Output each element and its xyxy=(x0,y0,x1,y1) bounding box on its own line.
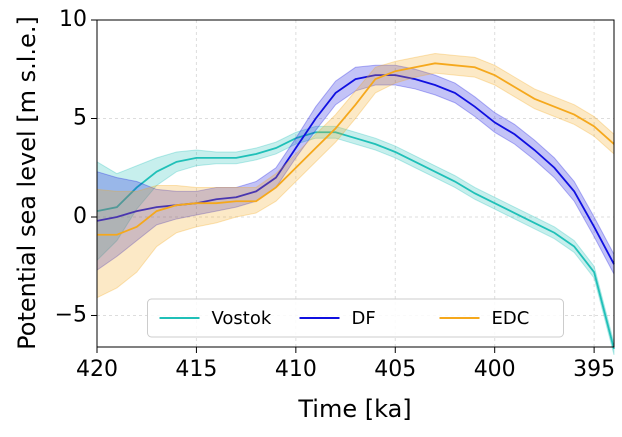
plot-frame xyxy=(96,19,615,348)
x-tick-label: 405 xyxy=(374,357,416,382)
y-tick-label: 10 xyxy=(59,7,87,32)
x-tick-label: 420 xyxy=(76,357,118,382)
legend-label: DF xyxy=(352,308,376,329)
legend-box xyxy=(147,298,564,338)
y-axis-label: Potential sea level [m s.l.e.] xyxy=(13,16,41,350)
y-tick-label: −5 xyxy=(55,302,87,327)
y-tick-label: 0 xyxy=(73,204,87,229)
series-line xyxy=(96,131,615,350)
uncertainty-band xyxy=(96,125,615,356)
legend-label: Vostok xyxy=(212,308,272,329)
x-tick-label: 395 xyxy=(573,357,615,382)
series-line xyxy=(97,62,615,236)
x-tick-label: 410 xyxy=(275,357,317,382)
x-tick-label: 415 xyxy=(175,357,217,382)
legend-label: EDC xyxy=(492,308,530,329)
x-axis-label: Time [ka] xyxy=(297,395,411,423)
y-tick-label: 5 xyxy=(73,105,87,130)
x-tick-label: 400 xyxy=(474,357,516,382)
